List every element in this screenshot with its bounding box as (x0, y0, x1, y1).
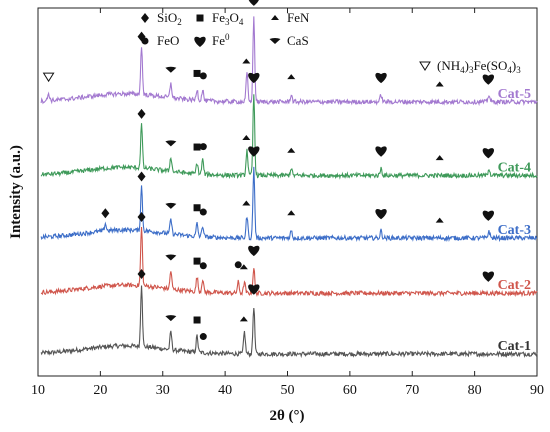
triangle-up-marker (242, 135, 251, 141)
plot-frame (37, 7, 538, 377)
legend-label: Fe0 (212, 32, 230, 48)
heart-marker (482, 148, 495, 159)
heart-marker (482, 271, 495, 282)
legend-label: FeN (287, 10, 310, 25)
circle-marker (199, 72, 207, 80)
series-label: Cat-3 (498, 223, 531, 238)
heart-marker (248, 245, 260, 257)
series-line-cat-2 (40, 226, 538, 298)
legend-label: FeO (157, 33, 179, 48)
square-marker (193, 69, 201, 77)
triangle-down-marker (165, 254, 177, 261)
triangle-up-marker (271, 15, 279, 20)
triangle-up-marker (242, 58, 251, 64)
x-tick-label: 80 (468, 383, 482, 398)
x-axis-ticks: 10 20 30 40 50 60 70 80 90 (31, 8, 544, 398)
x-tick-label: 20 (93, 383, 107, 398)
heart-marker (194, 36, 206, 47)
triangle-up-marker (242, 200, 251, 206)
legend-label: Fe3O4 (212, 10, 244, 27)
circle-marker (234, 261, 242, 269)
series-label: Cat-5 (498, 87, 531, 102)
heart-marker (375, 72, 387, 84)
x-tick-label: 90 (530, 383, 544, 398)
legend-label: (NH4)3Fe(SO4)3 (437, 58, 521, 75)
triangle-up-marker (287, 147, 296, 153)
series-line-cat-4 (40, 94, 538, 180)
triangle-up-marker (435, 155, 444, 161)
square-marker (193, 143, 201, 151)
series-label: Cat-4 (498, 160, 531, 175)
heart-marker (482, 74, 495, 85)
x-axis-label: 2θ (°) (269, 408, 304, 424)
x-tick-label: 40 (218, 383, 232, 398)
square-marker (196, 14, 204, 22)
x-tick-label: 70 (405, 383, 419, 398)
x-tick-label: 60 (343, 383, 357, 398)
peak-markers (42, 0, 495, 341)
triangle-up-marker (435, 217, 444, 223)
circle-marker (199, 208, 207, 216)
series-line-cat-3 (40, 166, 538, 243)
heart-marker (482, 210, 495, 221)
series-label: Cat-2 (498, 278, 531, 293)
diamond-marker (141, 13, 149, 23)
triangle-down-marker (165, 140, 177, 147)
triangle-up-marker (287, 210, 296, 216)
triangle-down-marker (269, 38, 281, 44)
heart-marker (375, 208, 387, 220)
triangle-down-marker (165, 315, 177, 322)
series-line-cat-1 (40, 285, 538, 359)
open-triangle-down-marker (42, 72, 55, 83)
triangle-up-marker (287, 74, 296, 80)
x-tick-label: 50 (281, 383, 295, 398)
heart-marker (248, 146, 260, 157)
series-layer: Cat-1 Cat-2 Cat-3 Cat-4 Cat-5 (40, 16, 538, 359)
triangle-down-marker (165, 202, 177, 209)
legend-label: CaS (287, 33, 309, 48)
heart-marker (375, 146, 387, 157)
circle-marker (199, 262, 207, 270)
diamond-marker (137, 171, 146, 182)
heart-marker (248, 284, 260, 295)
y-axis-label: Intensity (a.u.) (8, 145, 24, 239)
square-marker (193, 257, 201, 265)
circle-marker (141, 37, 149, 45)
circle-marker (199, 333, 207, 341)
triangle-up-marker (435, 81, 444, 87)
circle-marker (199, 143, 207, 151)
open-triangle-down-marker (419, 61, 431, 71)
diamond-marker (101, 208, 110, 219)
diamond-marker (137, 211, 146, 222)
triangle-up-marker (239, 264, 248, 270)
diamond-marker (137, 269, 146, 279)
square-marker (193, 316, 201, 324)
triangle-down-marker (165, 66, 177, 73)
x-tick-label: 10 (31, 383, 45, 398)
diamond-marker (137, 108, 146, 119)
series-label: Cat-1 (498, 339, 531, 354)
legend: SiO2 Fe3O4 FeN FeO Fe0 CaS (NH4)3Fe(SO4)3 (141, 10, 521, 75)
heart-marker (248, 72, 260, 84)
x-tick-label: 30 (156, 383, 170, 398)
square-marker (193, 204, 201, 212)
series-line-cat-5 (40, 16, 538, 107)
legend-label: SiO2 (157, 10, 182, 27)
triangle-up-marker (239, 316, 248, 322)
heart-marker (248, 0, 259, 6)
